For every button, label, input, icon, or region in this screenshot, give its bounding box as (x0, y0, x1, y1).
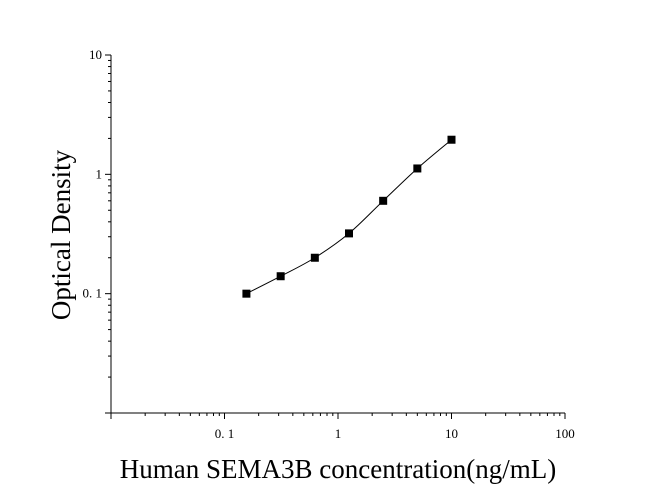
data-point (344, 229, 353, 238)
y-tick-label: 10 (89, 47, 102, 62)
x-tick-label: 0. 1 (215, 426, 235, 441)
x-tick-label: 1 (335, 426, 342, 441)
fit-curve (246, 139, 452, 295)
axes (110, 55, 565, 414)
data-point (413, 164, 422, 173)
x-axis-title: Human SEMA3B concentration(ng/mL) (120, 454, 556, 484)
data-point (276, 272, 285, 281)
data-point (242, 289, 251, 298)
y-axis-ticks: 0. 1 1 10 (83, 47, 111, 414)
y-tick-label: 0. 1 (83, 286, 103, 301)
y-tick-label: 1 (96, 166, 103, 181)
data-point (447, 135, 456, 144)
x-tick-label: 100 (555, 426, 575, 441)
x-axis-ticks: 0. 1 1 10 100 (110, 413, 575, 441)
y-axis-title: Optical Density (46, 149, 76, 320)
data-point (379, 196, 388, 205)
x-tick-label: 10 (445, 426, 458, 441)
data-point (310, 253, 319, 262)
data-points (242, 135, 456, 298)
